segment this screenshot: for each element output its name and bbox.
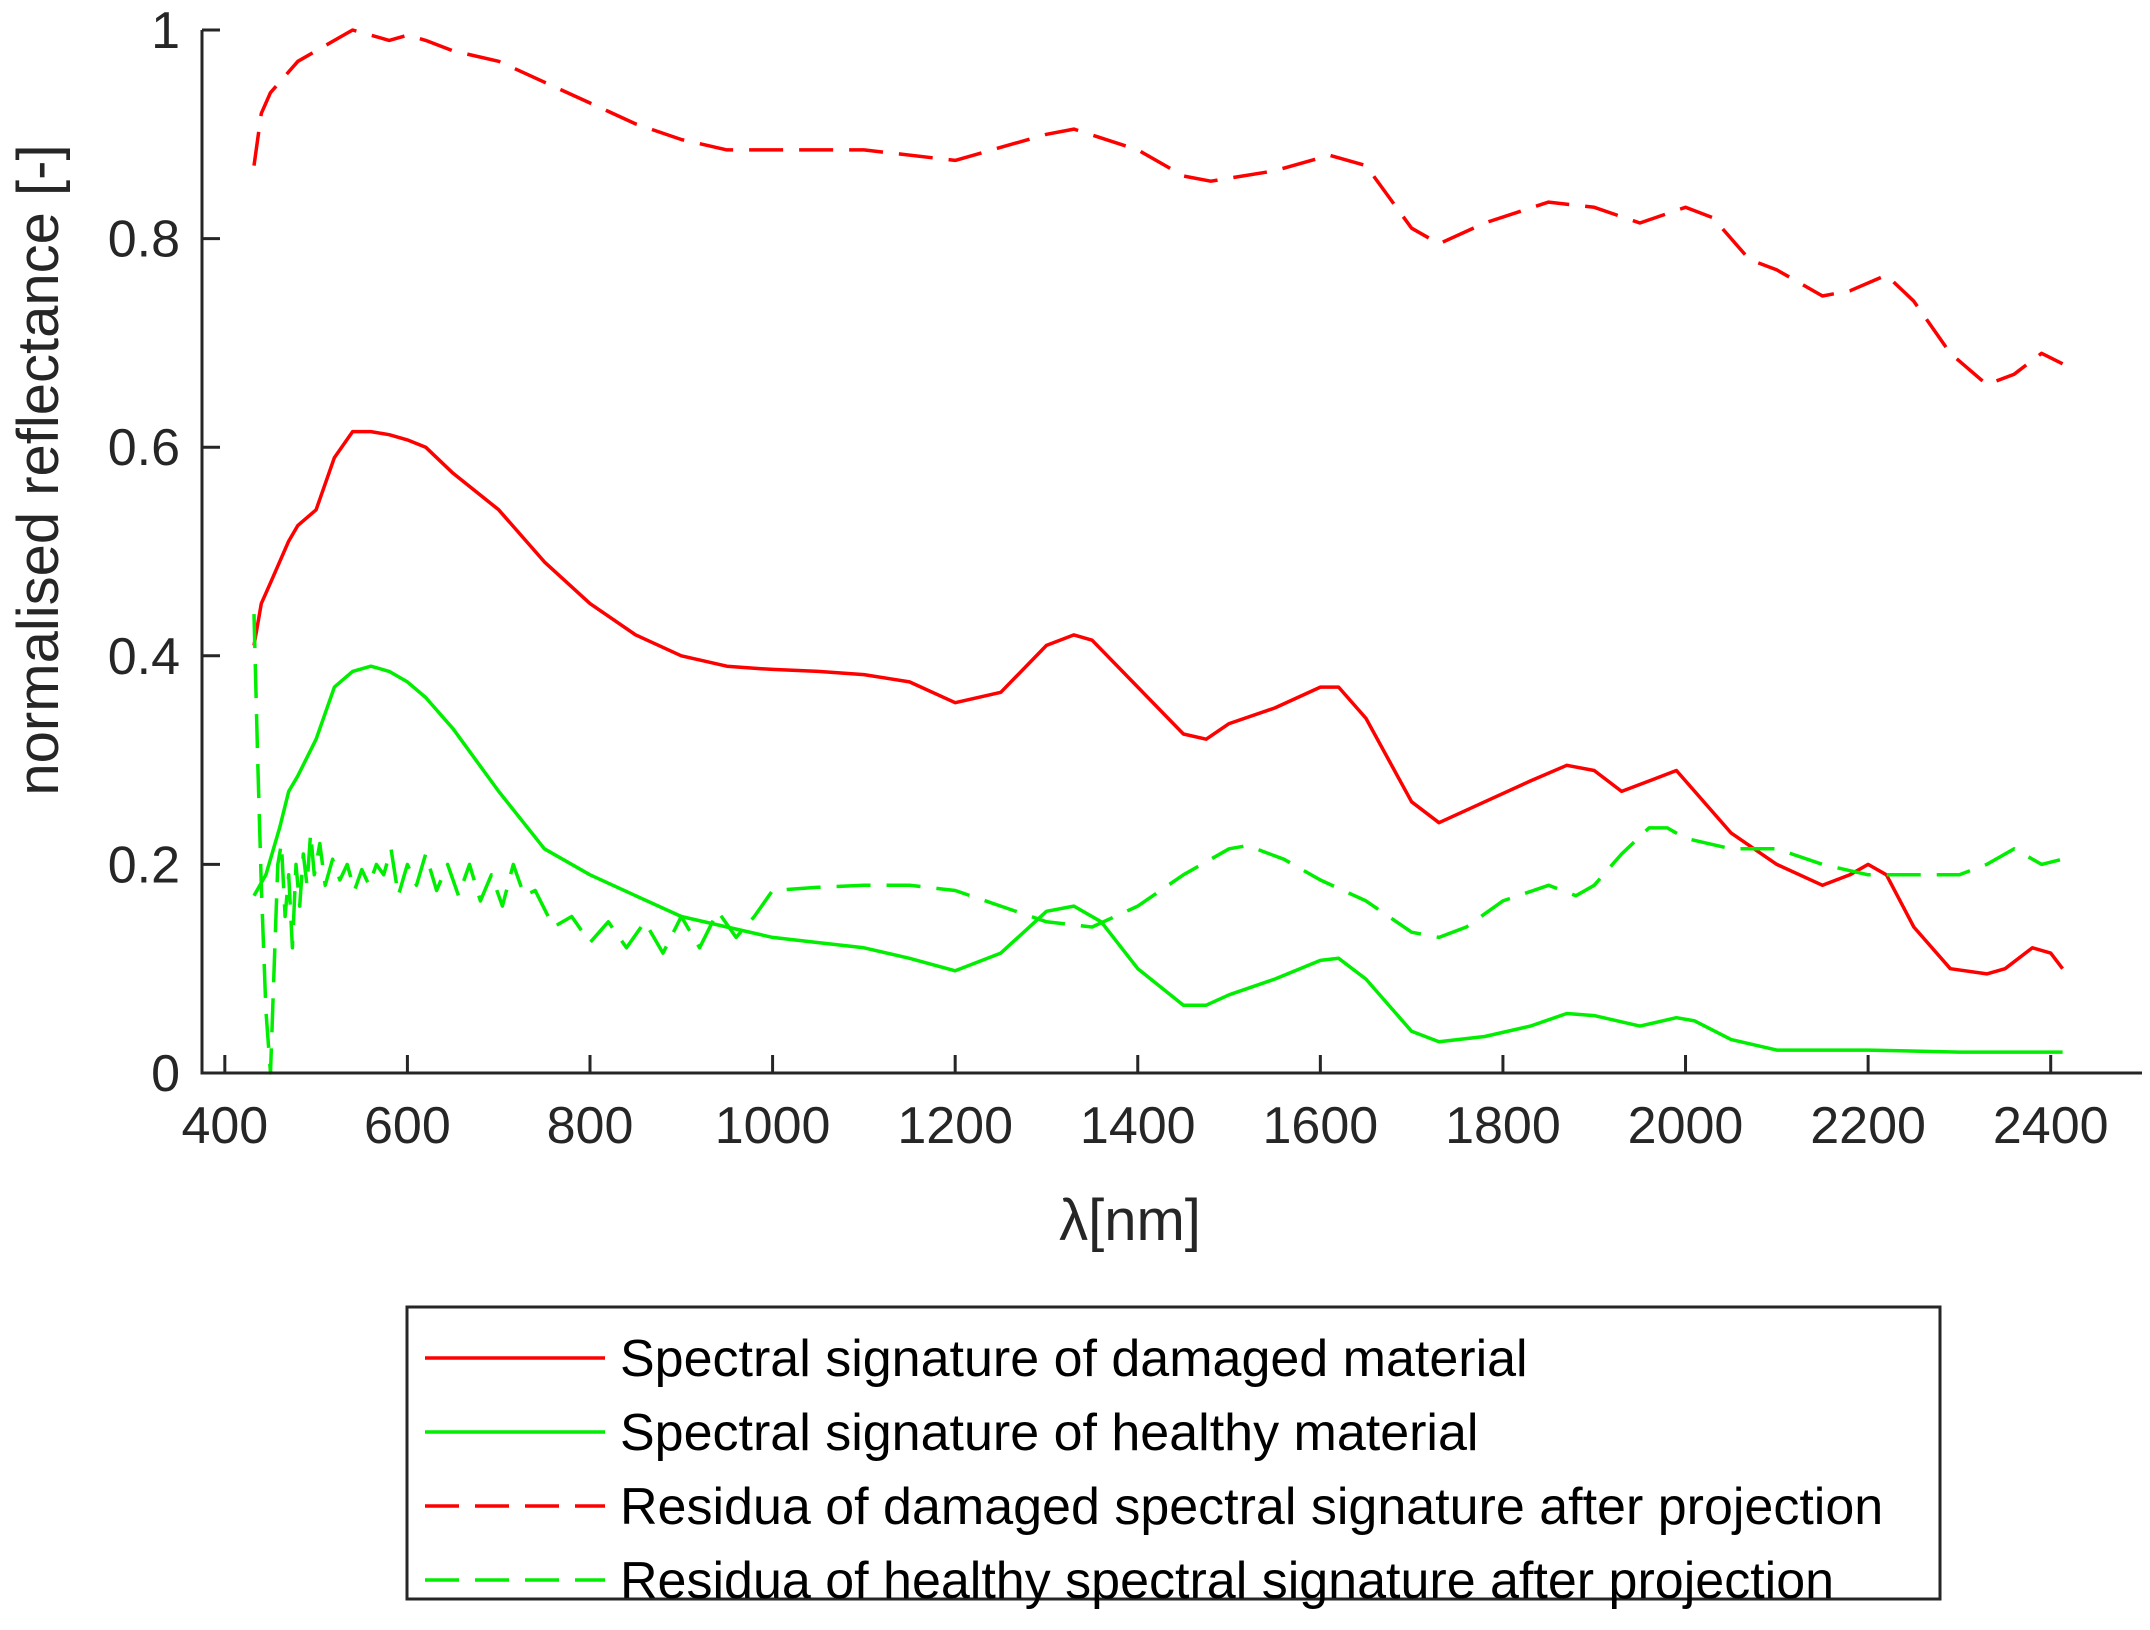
y-tick-label: 0.6 bbox=[108, 419, 180, 477]
y-tick-label: 0.2 bbox=[108, 836, 180, 894]
y-axis-ticks: 0 0.2 0.4 0.6 0.8 1 bbox=[108, 2, 220, 1103]
x-tick-label: 1000 bbox=[715, 1097, 831, 1155]
y-tick-label: 0 bbox=[151, 1045, 180, 1103]
axes-frame bbox=[200, 30, 2142, 1075]
series-line-1 bbox=[252, 429, 2064, 976]
x-tick-label: 1600 bbox=[1263, 1097, 1379, 1155]
series-line-2 bbox=[252, 664, 2063, 1054]
x-axis-ticks: 400 600 800 1000 1200 1400 1600 1800 2000 2200 240… bbox=[181, 1055, 2109, 1155]
x-tick-label: 1200 bbox=[897, 1097, 1013, 1155]
legend-box bbox=[405, 1305, 1942, 1601]
legend: Spectral signature of damaged material Sp… bbox=[405, 1305, 1942, 1610]
x-tick-label: 2000 bbox=[1628, 1097, 1744, 1155]
y-axis-label: normalised reflectance [-] bbox=[6, 144, 71, 795]
series-line-3 bbox=[252, 28, 2064, 387]
legend-label-4: Residua of healthy spectral signature af… bbox=[620, 1552, 1834, 1610]
series-line-4 bbox=[252, 614, 2064, 1075]
series-lines bbox=[252, 28, 2064, 1075]
y-tick-label: 1 bbox=[151, 2, 180, 60]
x-tick-label: 800 bbox=[547, 1097, 634, 1155]
legend-label-2: Spectral signature of healthy material bbox=[620, 1404, 1478, 1462]
x-axis-label: λ[nm] bbox=[1059, 1188, 1201, 1253]
x-tick-label: 2400 bbox=[1993, 1097, 2109, 1155]
legend-label-3: Residua of damaged spectral signature af… bbox=[620, 1478, 1883, 1536]
x-tick-label: 2200 bbox=[1810, 1097, 1926, 1155]
y-tick-label: 0.4 bbox=[108, 628, 180, 686]
x-tick-label: 1400 bbox=[1080, 1097, 1196, 1155]
plot-area: 400 600 800 1000 1200 1400 1600 1800 2000 2200 240… bbox=[108, 2, 2142, 1155]
legend-label-1: Spectral signature of damaged material bbox=[620, 1330, 1528, 1388]
x-tick-label: 400 bbox=[181, 1097, 268, 1155]
y-tick-label: 0.8 bbox=[108, 211, 180, 269]
x-tick-label: 600 bbox=[364, 1097, 451, 1155]
x-tick-label: 1800 bbox=[1445, 1097, 1561, 1155]
